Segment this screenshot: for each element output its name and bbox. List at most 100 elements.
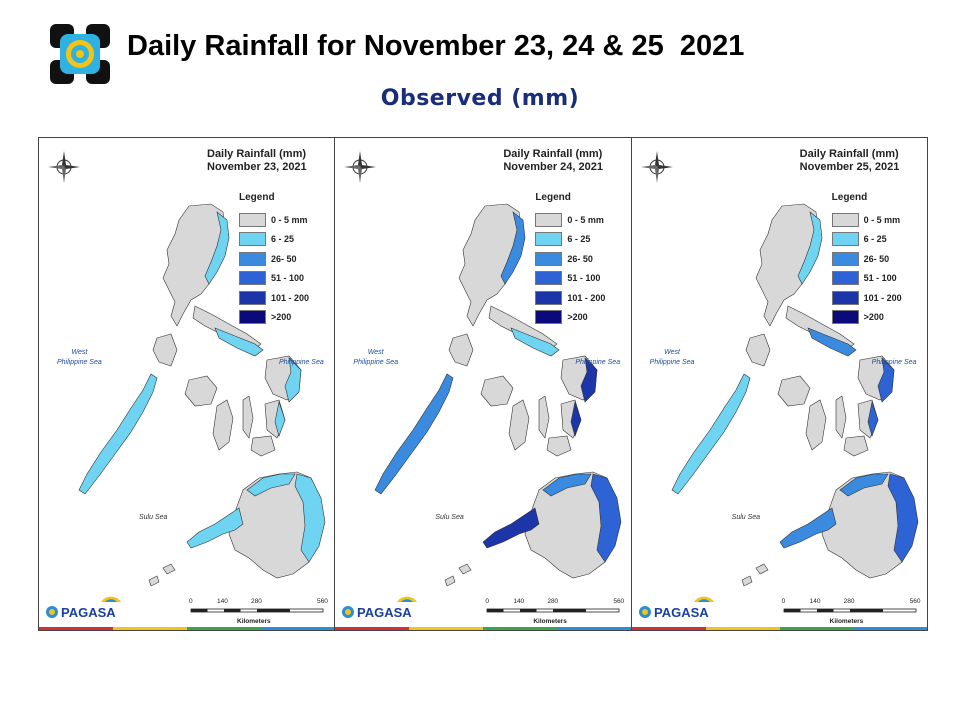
land-region <box>458 563 472 575</box>
rain-region-palawan <box>374 373 454 495</box>
rain-region-palawan <box>671 373 751 495</box>
legend-title: Legend <box>239 192 275 203</box>
panel-heading: Daily Rainfall (mm) <box>207 148 307 160</box>
legend-label: 26- 50 <box>271 253 297 264</box>
legend-item: 0 - 5 mm <box>239 210 329 230</box>
land-region <box>480 375 514 407</box>
philippine-sea-label: Philippine Sea <box>871 359 917 366</box>
scale-tick: 560 <box>317 598 328 605</box>
land-region <box>449 333 474 367</box>
scale-unit: Kilometers <box>533 618 567 625</box>
legend-item: 6 - 25 <box>535 230 625 250</box>
legend-label: 6 - 25 <box>567 234 591 245</box>
legend-swatch <box>239 232 266 247</box>
legend-item: >200 <box>239 308 329 328</box>
legend-label: 0 - 5 mm <box>271 214 308 225</box>
page-subtitle: Observed (mm) <box>380 86 580 111</box>
rainfall-map-panel-2: Daily Rainfall (mm) November 24, 2021 Le… <box>334 138 631 630</box>
legend-item: 26- 50 <box>535 249 625 269</box>
legend-title: Legend <box>831 192 868 203</box>
west-sea-label-line: Philippine Sea <box>57 359 102 366</box>
west-philippine-sea-label: West Philippine Sea <box>57 348 102 368</box>
rain-region-mindanao-west <box>186 507 244 549</box>
legend-swatch <box>831 290 859 305</box>
rain-region-luzon-east <box>204 211 230 285</box>
legend-label: 6 - 25 <box>863 234 887 245</box>
bottom-color-bar <box>631 627 927 630</box>
legend-item: 51 - 100 <box>535 269 625 289</box>
legend-item: 101 - 200 <box>831 288 922 308</box>
west-sea-label-line: West <box>71 349 88 356</box>
legend-swatch <box>239 212 266 227</box>
legend-item: 101 - 200 <box>239 288 329 308</box>
sulu-sea-label: Sulu Sea <box>435 514 464 521</box>
scale-tick: 140 <box>809 598 821 605</box>
scale-tick: 280 <box>547 598 559 605</box>
legend-title: Legend <box>535 192 571 203</box>
west-sea-label-line: Philippine Sea <box>353 359 399 366</box>
land-region <box>777 375 810 407</box>
pagasa-text: PAGASA <box>357 605 412 620</box>
land-region <box>509 399 530 451</box>
legend-swatch <box>535 310 563 325</box>
philippines-map <box>671 203 918 587</box>
west-sea-label-line: West <box>367 349 384 356</box>
rain-region-visayas-east <box>284 357 302 403</box>
scale-bar: 0 140 280 560 Kilometers <box>485 598 625 628</box>
sulu-sea-label: Sulu Sea <box>139 514 168 521</box>
land-region <box>539 395 550 439</box>
legend-item: 51 - 100 <box>239 269 329 289</box>
rain-region-mindanao-east <box>887 473 918 563</box>
bottom-color-bar <box>39 627 335 630</box>
legend-label: 0 - 5 mm <box>567 214 604 225</box>
legend-swatch <box>535 271 563 286</box>
legend-label: 101 - 200 <box>567 292 606 303</box>
color-bar-segment <box>113 627 187 630</box>
philippine-sea-label: Philippine Sea <box>575 359 621 366</box>
legend-swatch <box>239 251 266 266</box>
legend-swatch <box>831 212 859 227</box>
scale-unit: Kilometers <box>237 618 271 625</box>
panel-heading: Daily Rainfall (mm) <box>799 148 899 160</box>
legend-label: 26- 50 <box>567 253 593 264</box>
west-philippine-sea-label: West Philippine Sea <box>650 348 695 368</box>
rain-region-mindanao-north <box>839 473 889 497</box>
philippine-sea-label: Philippine Sea <box>279 359 324 366</box>
legend-swatch <box>535 232 563 247</box>
rain-region-mindanao-east <box>294 473 326 563</box>
scale-tick: 140 <box>217 598 228 605</box>
color-bar-segment <box>261 627 335 630</box>
legend-item: 26- 50 <box>239 249 329 269</box>
color-bar-segment <box>335 627 410 630</box>
legend-swatch <box>239 310 266 325</box>
legend: Legend 0 - 5 mm 6 - 25 26- 50 51 - 100 101 -… <box>239 192 329 327</box>
rain-region-visayas-east <box>877 357 894 403</box>
land-region <box>805 399 826 451</box>
scale-bar: 0 140 280 560 Kilometers <box>189 598 329 628</box>
legend-swatch <box>535 212 563 227</box>
pagasa-logo: PAGASA <box>636 590 716 624</box>
color-bar-segment <box>631 627 706 630</box>
legend-swatch <box>239 290 266 305</box>
legend-item: 101 - 200 <box>535 288 625 308</box>
scale-bar: 0 140 280 560 Kilometers <box>782 598 922 628</box>
land-region <box>242 395 254 439</box>
legend-swatch <box>535 290 563 305</box>
land-region <box>745 333 770 367</box>
legend-label: 26- 50 <box>863 253 890 264</box>
sulu-sea-label: Sulu Sea <box>731 514 761 521</box>
pagasa-logo: PAGASA <box>339 590 419 624</box>
land-region <box>184 375 218 407</box>
color-bar-segment <box>483 627 558 630</box>
legend-item: >200 <box>535 308 625 328</box>
rain-region-mindanao-east <box>591 473 622 563</box>
north-arrow-icon <box>344 151 377 183</box>
legend-swatch <box>831 271 859 286</box>
rain-region-luzon-east <box>797 211 822 285</box>
legend-swatch <box>831 251 859 266</box>
land-region <box>444 575 456 587</box>
legend-item: 6 - 25 <box>239 230 329 250</box>
scale-tick: 280 <box>843 598 855 605</box>
legend-swatch <box>831 310 859 325</box>
legend-item: 6 - 25 <box>831 230 922 250</box>
